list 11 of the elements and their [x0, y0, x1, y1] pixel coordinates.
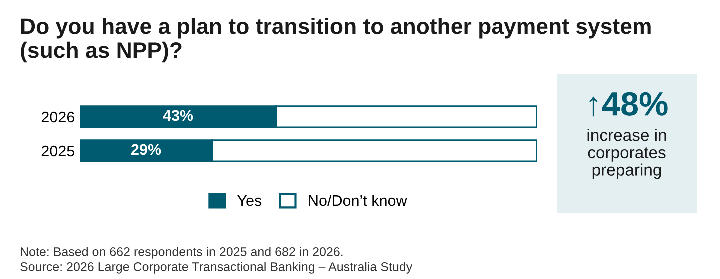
- legend-label: No/Don’t know: [309, 194, 408, 206]
- y-tick-label: 2025: [42, 146, 74, 157]
- text: ↑48%: [590, 92, 668, 117]
- source-note: Source: 2026 Large Corporate Transactional Banking – Australia Study: [20, 262, 413, 274]
- chart-title: Do you have a plan to transition to another payment system (such as NPP)?: [21, 18, 651, 63]
- y-tick-label: 2026: [42, 112, 74, 123]
- text: increase in corporates preparing: [588, 129, 666, 180]
- data-label: 43%: [163, 110, 194, 122]
- data-label: 29%: [132, 144, 162, 156]
- legend-label: Yes: [238, 196, 262, 206]
- text: Note: Based on 662 respondents in 2025 and 682 in 2026.: [21, 247, 343, 259]
